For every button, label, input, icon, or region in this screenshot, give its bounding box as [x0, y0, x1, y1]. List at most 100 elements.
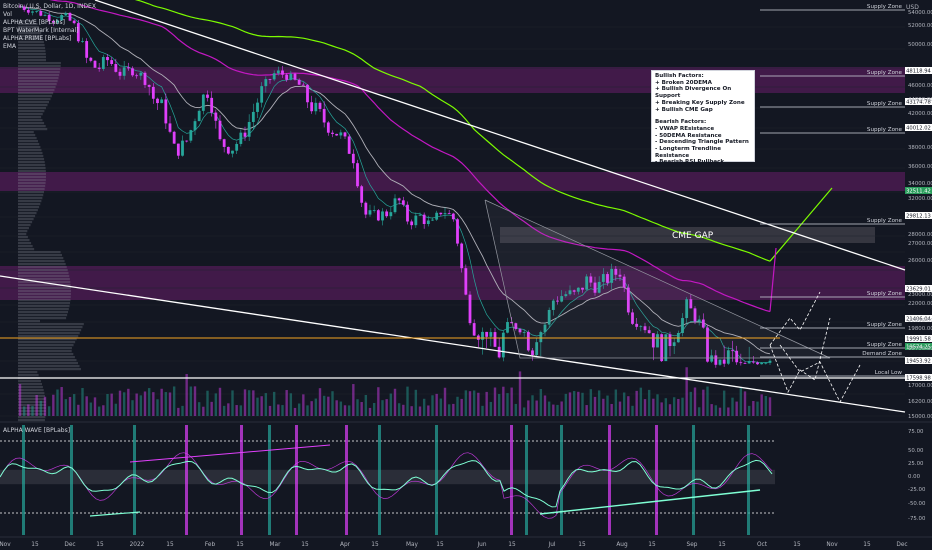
price-label: 21406.04 — [906, 316, 931, 322]
legend-indicator-vol[interactable]: Vol — [3, 11, 12, 18]
volume-profile-bar — [18, 374, 39, 377]
volume-bar — [114, 403, 118, 416]
volume-profile-bar — [18, 92, 54, 95]
oscillator-title[interactable]: ALPHA WAVE [BPLabs] — [3, 427, 71, 434]
candle-body — [72, 20, 76, 24]
candle-body — [547, 309, 551, 325]
candle-body — [110, 60, 114, 64]
bullish-item: + Broken 20DEMA — [655, 79, 712, 86]
oscillator-signal-bar — [608, 425, 611, 535]
volume-bar — [227, 403, 230, 416]
bullish-item: + Breaking Key Supply Zone — [655, 99, 745, 106]
price-label-bg — [905, 187, 932, 194]
candle-body — [168, 123, 172, 132]
y-tick-label: 27000.00 — [908, 241, 932, 247]
candle-body — [222, 139, 226, 147]
ema-200-extension — [769, 187, 833, 262]
zone-bands — [0, 67, 905, 300]
legend-indicator-watermark[interactable]: BPT WaterMark [Internal] — [3, 27, 79, 34]
volume-bar — [564, 393, 568, 416]
volume-bar — [477, 392, 480, 416]
volume-bar — [210, 401, 213, 416]
y-tick-label: 17000.00 — [908, 383, 932, 389]
y-tick-label: 20800.00 — [908, 318, 932, 324]
volume-bar — [460, 398, 463, 416]
volume-profile-bar — [18, 131, 34, 134]
legend-indicator-cve[interactable]: ALPHA CVE [BPLabs] — [3, 19, 65, 26]
volume-bar — [318, 388, 322, 416]
candle-body — [397, 198, 401, 201]
volume-bar — [668, 404, 672, 416]
candle-body — [535, 342, 539, 356]
volume-profile-bar — [18, 389, 44, 392]
legend-indicator-prime[interactable]: ALPHA PRIME [BPLabs] — [3, 35, 72, 42]
x-tick-label: 15 — [718, 542, 726, 548]
volume-profile-bar — [18, 263, 66, 266]
candle-body — [464, 268, 468, 295]
candle-body — [668, 334, 672, 347]
y-tick-label: 42000.00 — [908, 111, 932, 117]
legend-symbol[interactable]: Bitcoin / U.S. Dollar, 1D, INDEX — [3, 3, 96, 10]
candle-body — [18, 6, 22, 8]
projection-bullish-1 — [769, 291, 821, 346]
candle-body — [68, 12, 72, 21]
volume-bar — [143, 391, 147, 416]
volume-bar — [306, 405, 309, 416]
volume-bar — [43, 396, 47, 416]
volume-bar — [310, 401, 313, 416]
x-tick-label: Jul — [548, 542, 556, 548]
volume-profile-bar — [18, 113, 43, 116]
descending-triangle — [484, 199, 831, 359]
volume-bar — [764, 396, 768, 416]
candle-body — [601, 274, 605, 282]
candle-body — [22, 6, 26, 10]
volume-bar — [385, 399, 388, 416]
candle-body — [172, 131, 176, 144]
volume-profile-bar — [18, 323, 84, 326]
volume-profile-bar — [18, 272, 69, 275]
volume-profile-bar — [18, 344, 74, 347]
candle-body — [743, 363, 747, 364]
candle-body — [551, 300, 555, 310]
volume-profile-bar — [18, 299, 71, 302]
candle-body — [647, 330, 651, 334]
price-label: 43174.78 — [906, 99, 931, 105]
price-label: 19453.92 — [906, 358, 931, 364]
candle-body — [422, 214, 426, 225]
volume-profile-bar — [18, 83, 57, 86]
volume-profile-bar — [18, 68, 61, 71]
price-label: 48118.94 — [906, 68, 931, 74]
price-label: 17598.98 — [906, 375, 931, 381]
candle-body — [731, 350, 734, 352]
volume-bar — [597, 390, 601, 416]
legend-indicator-ema[interactable]: EMA — [3, 43, 17, 50]
price-label: 19574.25 — [906, 344, 931, 350]
volume-bar — [197, 402, 201, 416]
candle-body — [581, 287, 584, 290]
candle-body — [210, 97, 214, 113]
volume-bar — [656, 394, 659, 416]
candle-body — [485, 331, 489, 337]
volume-profile-bar — [18, 368, 81, 371]
bullish-item: + Bullish CME Gap — [655, 106, 713, 113]
volume-bar — [406, 386, 409, 416]
volume-bar — [506, 393, 509, 416]
volume-bar — [647, 389, 651, 416]
candle-body — [193, 121, 197, 131]
volume-profile-bar — [18, 26, 39, 29]
descending-trendline-lower — [0, 275, 906, 413]
oscillator-wave-fast — [0, 459, 773, 508]
volume-profile-bar — [18, 407, 46, 410]
price-label: 32511.42 — [906, 188, 931, 194]
volume-profile-bar — [18, 203, 41, 206]
candle-body — [368, 210, 372, 215]
volume-bar — [335, 400, 338, 416]
x-tick-label: Mar — [270, 542, 282, 548]
candle-body — [660, 334, 664, 362]
candle-body — [310, 102, 314, 112]
volume-bar — [714, 405, 718, 416]
candle-body — [81, 41, 84, 42]
volume-bar — [585, 405, 588, 416]
volume-bar — [193, 386, 197, 416]
